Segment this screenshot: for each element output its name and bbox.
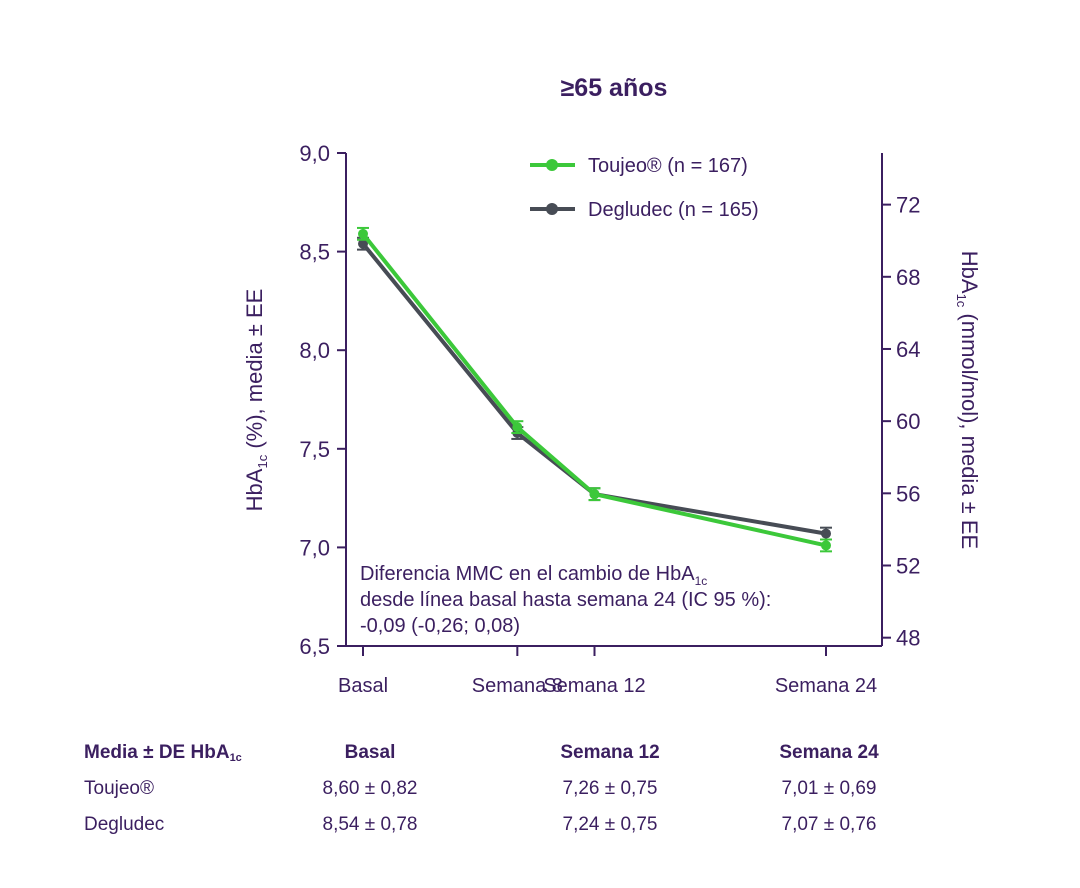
- legend-label: Toujeo® (n = 167): [588, 155, 748, 177]
- annotation-line-1: Diferencia MMC en el cambio de HbA1c: [360, 563, 707, 588]
- series-toujeo: [357, 226, 832, 553]
- series-line: [361, 232, 827, 548]
- y-right-tick-label: 60: [896, 409, 920, 434]
- y-right-tick-label: 64: [896, 337, 920, 362]
- y-right-tick-label: 56: [896, 481, 920, 506]
- x-tick-label: Basal: [338, 675, 388, 697]
- right-axis-ticks: 72 68 64 60 56 52 48: [882, 193, 920, 651]
- legend-label: Degludec (n = 165): [588, 199, 759, 221]
- data-point: [512, 422, 523, 433]
- left-axis-ticks: 9,0 8,5 8,0 7,5 7,0 6,5: [299, 141, 346, 659]
- annotation-line-2: desde línea basal hasta semana 24 (IC 95…: [360, 589, 771, 611]
- data-point: [358, 238, 368, 249]
- x-tick-label: Semana 12: [543, 675, 645, 697]
- y-left-tick-label: 8,0: [299, 338, 330, 363]
- y-left-tick-label: 8,5: [299, 240, 330, 265]
- y-right-tick-label: 48: [896, 626, 920, 651]
- y-right-tick-label: 72: [896, 193, 920, 218]
- x-tick-label: Semana 24: [775, 675, 877, 697]
- legend-swatch-marker: [546, 203, 558, 215]
- data-point: [821, 540, 831, 551]
- y-left-tick-label: 9,0: [299, 141, 330, 166]
- x-tick-label: Semana 8: [472, 675, 563, 697]
- chart-title: ≥65 años: [561, 74, 668, 102]
- series-line: [361, 242, 827, 536]
- legend-swatch-marker: [546, 159, 558, 171]
- y-axis-right-label: HbA1c (mmol/mol), media ± EE: [954, 251, 982, 549]
- data-point: [589, 489, 600, 500]
- axes: [345, 153, 883, 647]
- y-right-tick-label: 52: [896, 553, 920, 578]
- data-point: [821, 528, 831, 539]
- y-right-tick-label: 68: [896, 265, 920, 290]
- legend: Toujeo® (n = 167) Degludec (n = 165): [530, 155, 759, 221]
- y-axis-left-label: HbA1c (%), media ± EE: [242, 289, 270, 512]
- annotation-line-3: -0,09 (-0,26; 0,08): [360, 615, 520, 637]
- y-left-tick-label: 7,0: [299, 535, 330, 560]
- y-left-tick-label: 6,5: [299, 634, 330, 659]
- series-layer: [357, 226, 832, 553]
- y-left-tick-label: 7,5: [299, 437, 330, 462]
- data-point: [358, 228, 368, 239]
